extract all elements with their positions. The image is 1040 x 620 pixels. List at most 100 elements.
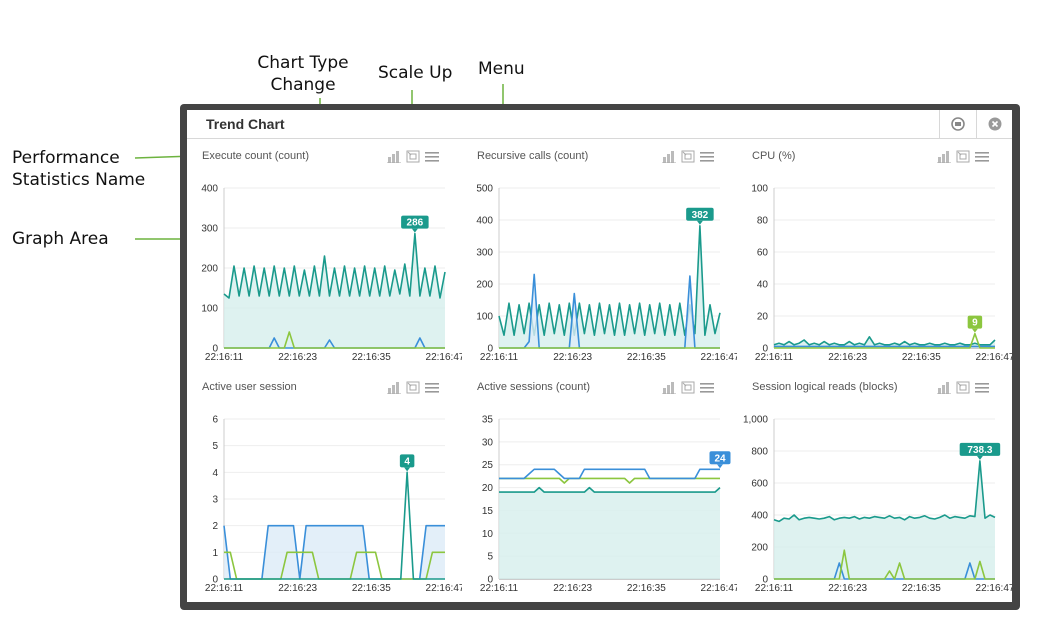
peak-marker-pointer	[696, 220, 703, 225]
y-tick-label: 600	[751, 479, 768, 490]
x-tick-label: 22:16:11	[755, 583, 794, 594]
peak-marker-label: 738.3	[967, 445, 992, 456]
y-tick-label: 35	[482, 415, 494, 426]
scale-up-icon	[681, 150, 695, 163]
x-tick-label: 22:16:11	[205, 583, 244, 594]
x-tick-label: 22:16:11	[480, 352, 519, 363]
callout-scale-up: Scale Up	[378, 63, 453, 83]
peak-marker-box	[709, 451, 731, 465]
callout-performance-statistics-name: Performance Statistics Name	[12, 148, 146, 190]
y-tick-label: 0	[487, 575, 493, 586]
chart-plot: 0 100 200 300 400 500 22:16:11 22:16:23 22:16:35…	[476, 184, 737, 364]
peak-marker-pointer	[717, 464, 723, 469]
menu-button[interactable]	[975, 381, 989, 394]
y-tick-label: 0	[762, 344, 768, 355]
menu-button[interactable]	[975, 150, 989, 163]
scale-up-icon	[956, 381, 970, 394]
close-icon	[988, 117, 1002, 131]
scale-up-button[interactable]	[956, 150, 970, 163]
y-tick-label: 300	[201, 224, 218, 235]
menu-icon	[700, 152, 714, 162]
series-line-teal	[773, 336, 996, 346]
menu-icon	[425, 152, 439, 162]
chart-title: CPU (%)	[752, 150, 796, 162]
chart-title: Session logical reads (blocks)	[752, 381, 898, 393]
peak-marker-box	[967, 315, 983, 329]
peak-marker: 9	[967, 315, 983, 333]
peak-marker-box	[686, 207, 714, 221]
close-button[interactable]	[976, 110, 1013, 138]
y-tick-label: 200	[201, 264, 218, 275]
y-tick-label: 20	[482, 483, 494, 494]
scale-up-button[interactable]	[956, 381, 970, 394]
chart-type-button[interactable]	[387, 381, 401, 395]
window-titlebar: Trend Chart	[187, 110, 1012, 139]
scale-up-icon	[681, 381, 695, 394]
y-tick-label: 6	[212, 415, 218, 426]
chart-title: Execute count (count)	[202, 150, 310, 162]
scale-up-button[interactable]	[406, 150, 420, 163]
y-tick-label: 5	[212, 441, 218, 452]
menu-button[interactable]	[700, 150, 714, 163]
minimize-icon	[951, 117, 965, 131]
minimize-button[interactable]	[939, 110, 976, 138]
y-tick-label: 200	[476, 280, 493, 291]
chart-type-button[interactable]	[937, 150, 951, 164]
chart-plot: 0 5 10 15 20 25 30 35 22:16:11 22:16:23 22:16:35 22…	[480, 415, 737, 595]
menu-button[interactable]	[425, 381, 439, 394]
y-tick-label: 1,000	[743, 415, 768, 426]
chart-panel-execute-count: Execute count (count) 0 100 200 300 400 22:16…	[187, 138, 462, 368]
chart-plot: 0 1 2 3 4 5 6 22:16:11 22:16:23 22:16:35 22:16:47 4	[205, 415, 462, 595]
series-line-teal	[223, 232, 446, 299]
peak-marker-label: 286	[407, 218, 424, 229]
chart-panel-active-sessions: Active sessions (count) 0 5 10 15 20 25 30 35 22…	[462, 369, 737, 599]
scale-up-icon	[406, 150, 420, 163]
chart-title: Active sessions (count)	[477, 381, 591, 393]
series-area	[224, 233, 445, 348]
peak-marker-pointer	[971, 328, 978, 333]
x-tick-label: 22:16:23	[278, 583, 317, 594]
chart-panel-cpu: CPU (%) 0 20 40 60 80 100 22:16:11 22:16:23 22:1…	[737, 138, 1012, 368]
peak-marker-pointer	[404, 467, 411, 472]
x-tick-label: 22:16:11	[480, 583, 519, 594]
series-line-green	[774, 549, 995, 580]
x-tick-label: 22:16:47	[426, 583, 462, 594]
chart-title: Active user session	[202, 381, 297, 393]
y-tick-label: 80	[757, 216, 769, 227]
menu-icon	[425, 383, 439, 393]
menu-button[interactable]	[425, 150, 439, 163]
menu-icon	[975, 383, 989, 393]
x-tick-label: 22:16:23	[828, 352, 867, 363]
y-tick-label: 1	[212, 548, 218, 559]
series-area	[499, 225, 720, 348]
x-tick-label: 22:16:35	[902, 352, 941, 363]
series-line-teal	[224, 471, 445, 580]
y-tick-label: 0	[762, 575, 768, 586]
chart-type-button[interactable]	[387, 150, 401, 164]
y-tick-label: 3	[212, 495, 218, 506]
scale-up-button[interactable]	[406, 381, 420, 394]
menu-button[interactable]	[700, 381, 714, 394]
x-tick-label: 22:16:35	[627, 583, 666, 594]
series-line-green	[224, 331, 445, 349]
series-line-teal	[499, 486, 721, 493]
chart-plot: 0 200 400 600 800 1,000 22:16:11 22:16:23 22:16:…	[743, 415, 1012, 595]
chart-type-button[interactable]	[937, 381, 951, 395]
x-tick-label: 22:16:23	[278, 352, 317, 363]
y-tick-label: 40	[757, 280, 769, 291]
chart-plot: 0 100 200 300 400 22:16:11 22:16:23 22:16:35 22:…	[201, 184, 462, 364]
y-tick-label: 4	[212, 468, 218, 479]
chart-type-button[interactable]	[662, 381, 676, 395]
scale-up-button[interactable]	[681, 150, 695, 163]
peak-marker-box	[399, 454, 415, 468]
x-tick-label: 22:16:11	[205, 352, 244, 363]
peak-marker: 382	[686, 207, 714, 225]
scale-up-button[interactable]	[681, 381, 695, 394]
peak-marker: 24	[709, 451, 731, 469]
y-tick-label: 300	[476, 248, 493, 259]
menu-icon	[700, 383, 714, 393]
chart-type-button[interactable]	[662, 150, 676, 164]
chart-panel-recursive-calls: Recursive calls (count) 0 100 200 300 400 500…	[462, 138, 737, 368]
menu-icon	[975, 152, 989, 162]
chart-title: Recursive calls (count)	[477, 150, 589, 162]
